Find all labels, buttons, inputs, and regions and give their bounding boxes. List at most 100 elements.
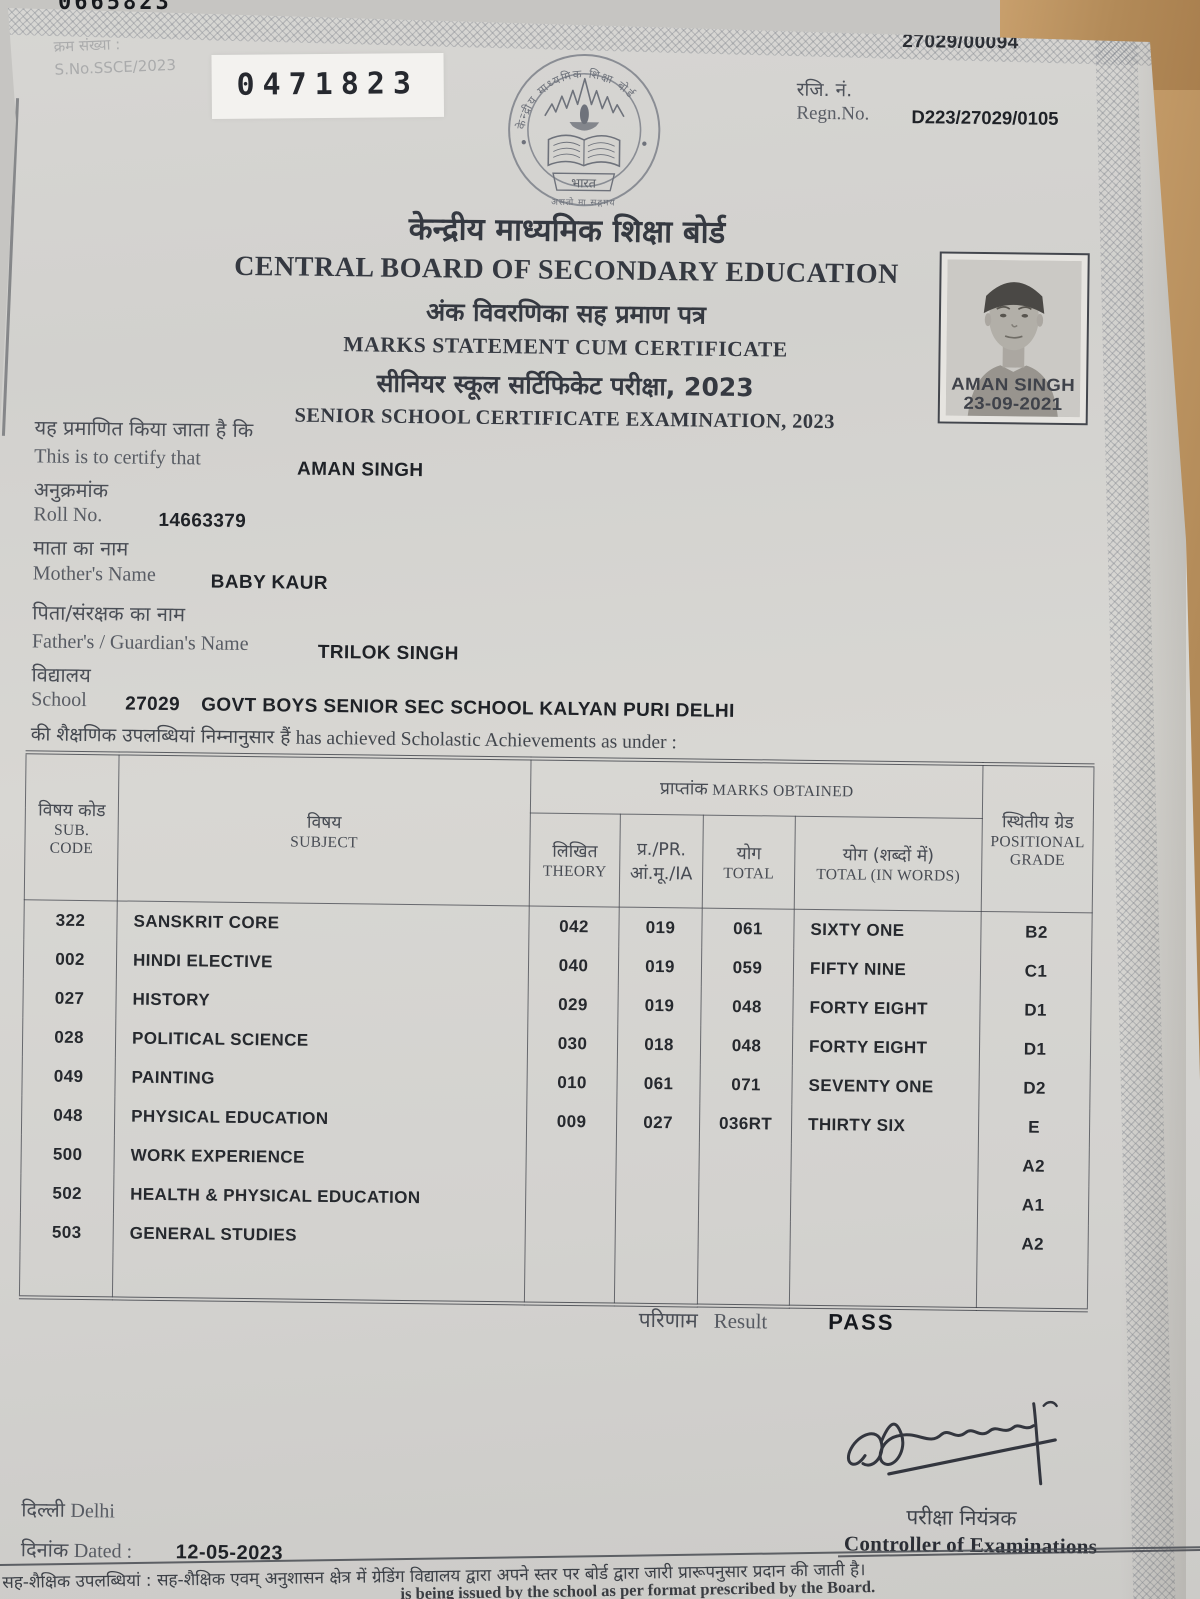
serial-no-line2: S.No.SSCE/2023 (54, 55, 177, 79)
pr-header-hindi: प्र./PR. (636, 839, 687, 861)
controller-label-hindi: परीक्षा नियंत्रक (906, 1505, 1017, 1531)
col-header-subject: विषय SUBJECT (117, 753, 532, 906)
cell-code: 322 (23, 899, 118, 941)
cell-pr_ia (614, 1219, 699, 1260)
col-header-words: योग (शब्दों में) TOTAL (IN WORDS) (794, 816, 983, 912)
col-header-marks-obtained: प्राप्तांक MARKS OBTAINED (530, 758, 984, 819)
logo-dot-right (642, 141, 647, 146)
cell-code: 002 (23, 939, 117, 980)
cell-pr_ia: 019 (617, 985, 702, 1026)
regn-label-english: Regn.No. (796, 102, 870, 125)
achievement-line: की शैक्षणिक उपलब्धियां निम्नानुसार हैं h… (31, 720, 677, 754)
cell-words: FORTY EIGHT (792, 987, 981, 1029)
cbse-logo: केन्द्रीय माध्यमिक शिक्षा बोर्ड भारत असत… (508, 54, 661, 209)
cell-pr_ia (615, 1180, 699, 1221)
marks-table: विषय कोड SUB. CODE विषय SUBJECT प्राप्ता… (18, 750, 1095, 1313)
portrait-neck (1002, 343, 1025, 368)
cell-subject: WORK EXPERIENCE (113, 1135, 527, 1180)
cell-pr_ia: 019 (618, 946, 702, 987)
cell-code: 500 (20, 1134, 115, 1175)
regn-value: D223/27029/0105 (911, 106, 1059, 129)
cell-theory: 040 (528, 945, 619, 986)
logo-banner (552, 172, 616, 192)
cell-empty (19, 1251, 113, 1299)
candidate-portrait (945, 259, 1082, 418)
cell-grade: A2 (977, 1145, 1090, 1187)
col-header-total: योग TOTAL (702, 815, 796, 910)
school-label-english: School (31, 688, 87, 712)
logo-country-text: भारत (571, 176, 597, 191)
cell-pr_ia: 027 (616, 1102, 700, 1143)
cell-total: 048 (700, 986, 794, 1027)
place-line: दिल्ली Delhi (21, 1495, 115, 1523)
cell-code: 048 (21, 1095, 115, 1136)
cell-grade: C1 (980, 950, 1092, 992)
certificate-header: केन्द्रीय माध्यमिक शिक्षा बोर्ड CENTRAL … (45, 203, 1088, 438)
cell-grade: A2 (976, 1223, 1089, 1265)
photo-caption: AMAN SINGH 23-09-2021 (946, 373, 1082, 415)
cell-theory: 009 (526, 1101, 617, 1142)
cell-subject: PHYSICAL EDUCATION (114, 1096, 527, 1141)
candidate-photo: AMAN SINGH 23-09-2021 (937, 251, 1090, 426)
logo-dot-left (521, 140, 526, 145)
theory-header-hindi: लिखित (552, 841, 598, 863)
certify-label-english: This is to certify that (34, 445, 201, 470)
achievement-english: has achieved Scholastic Achievements as … (295, 727, 677, 754)
cell-theory: 029 (527, 984, 619, 1025)
regn-label-hindi: रजि. नं. (796, 78, 853, 102)
exam-title-hindi: सीनियर स्कूल सर्टिफिकेट परीक्षा, 2023 (376, 368, 754, 403)
cell-code: 049 (21, 1056, 116, 1097)
logo-lamp (569, 122, 600, 131)
cell-theory (525, 1140, 617, 1181)
cell-pr_ia (615, 1141, 700, 1182)
cell-subject: HISTORY (115, 979, 529, 1024)
cell-total (697, 1220, 791, 1261)
father-name: TRILOK SINGH (317, 641, 459, 665)
portrait-hair (983, 282, 1045, 314)
cell-subject: PAINTING (114, 1057, 528, 1102)
cell-total: 059 (701, 947, 794, 988)
logo-sun-rays (544, 77, 625, 118)
cell-code: 502 (20, 1173, 114, 1214)
logo-motto-text: असतो मा सद्गमय (551, 197, 616, 209)
result-label-hindi: परिणाम (638, 1307, 698, 1333)
cell-grade: A1 (977, 1184, 1089, 1226)
place-english: Delhi (70, 1499, 116, 1523)
cell-words: THIRTY SIX (791, 1104, 979, 1146)
date-label-english: Dated : (73, 1539, 133, 1563)
cell-empty (976, 1262, 1088, 1311)
grade-header-en1: POSITIONAL (990, 832, 1085, 851)
cell-grade: D1 (979, 1028, 1091, 1070)
words-header-hindi: योग (शब्दों में) (842, 845, 935, 867)
cell-theory: 042 (528, 905, 620, 947)
cell-words: SEVENTY ONE (791, 1065, 980, 1107)
cell-pr_ia: 061 (616, 1063, 701, 1104)
cell-total (698, 1181, 791, 1222)
mother-label-english: Mother's Name (32, 562, 156, 586)
school-code: 27029 (125, 693, 181, 716)
doc-title-hindi: अंक विवरणिका सह प्रमाण पत्र (425, 297, 707, 330)
photo-date: 23-09-2021 (963, 393, 1063, 415)
col-header-grade: स्थितीय ग्रेड POSITIONAL GRADE (981, 764, 1095, 913)
cell-words (789, 1221, 978, 1263)
cell-grade: B2 (980, 911, 1093, 953)
marks-table-body: 322 SANSKRIT CORE 042 019 061 SIXTY ONE B2 002 H… (19, 899, 1093, 1311)
cell-empty (524, 1257, 615, 1305)
cell-theory: 010 (526, 1062, 618, 1103)
date-label-hindi: दिनांक (20, 1537, 69, 1562)
cell-empty (112, 1252, 525, 1304)
father-label-english: Father's / Guardian's Name (31, 630, 249, 656)
cell-words: SIXTY ONE (793, 909, 982, 951)
code-header-hindi: विषय कोड (38, 799, 106, 821)
marks-header-hindi: प्राप्तांक (659, 779, 708, 800)
pr-header-english: आं.मू./IA (629, 863, 693, 885)
code-header-en2: CODE (49, 839, 94, 857)
serial-no-faint: क्रम संख्या : S.No.SSCE/2023 (53, 31, 176, 81)
total-header-english: TOTAL (723, 864, 775, 883)
roll-label-hindi: अनुक्रमांक (33, 477, 109, 503)
marks-header-english: MARKS OBTAINED (712, 781, 854, 801)
subject-header-hindi: विषय (306, 812, 342, 833)
cell-code: 028 (22, 1017, 116, 1058)
previous-sheet-serial: 0665823 (58, 0, 172, 15)
